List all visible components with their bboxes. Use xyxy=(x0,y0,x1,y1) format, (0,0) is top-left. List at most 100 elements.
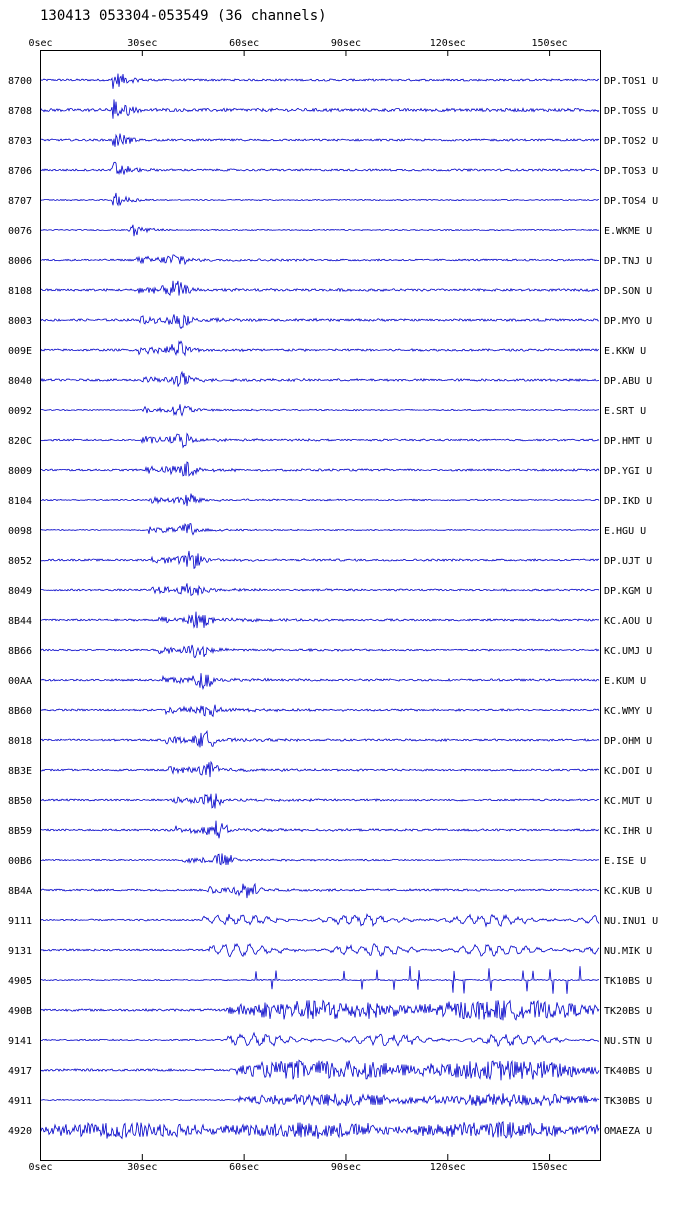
channel-code-label: 8B66 xyxy=(8,646,32,657)
station-label: KC.DOI U xyxy=(604,766,652,777)
trace-8B60 xyxy=(40,704,600,718)
channel-code-label: 8703 xyxy=(8,136,32,147)
channel-code-label: 8B50 xyxy=(8,796,32,807)
station-label: DP.KGM U xyxy=(604,586,652,597)
channel-code-label: 4920 xyxy=(8,1126,32,1137)
channel-code-label: 8108 xyxy=(8,286,32,297)
x-tick-label-top: 150sec xyxy=(532,38,568,49)
station-label: E.WKME U xyxy=(604,226,652,237)
x-tick-label-bottom: 120sec xyxy=(430,1162,466,1173)
channel-code-label: 4911 xyxy=(8,1096,32,1107)
station-label: E.KUM U xyxy=(604,676,646,687)
channel-code-label: 490B xyxy=(8,1006,32,1017)
trace-8707 xyxy=(40,192,599,207)
channel-code-label: 8003 xyxy=(8,316,32,327)
trace-8703 xyxy=(40,133,600,147)
station-label: E.SRT U xyxy=(604,406,646,417)
trace-4905 xyxy=(40,965,600,994)
station-label: DP.TOS3 U xyxy=(604,166,658,177)
channel-code-label: 8B44 xyxy=(8,616,32,627)
channel-code-label: 4917 xyxy=(8,1066,32,1077)
channel-code-label: 00B6 xyxy=(8,856,32,867)
trace-009E xyxy=(40,340,600,357)
channel-code-label: 8006 xyxy=(8,256,32,267)
trace-8108 xyxy=(40,280,600,297)
station-label: DP.TOS2 U xyxy=(604,136,658,147)
trace-8B3E xyxy=(40,760,600,778)
station-label: KC.AOU U xyxy=(604,616,652,627)
channel-code-label: 8707 xyxy=(8,196,32,207)
channel-code-label: 820C xyxy=(8,436,32,447)
channel-code-label: 8104 xyxy=(8,496,32,507)
trace-8040 xyxy=(40,370,600,387)
x-tick-label-bottom: 0sec xyxy=(28,1162,52,1173)
x-tick-label-top: 90sec xyxy=(331,38,361,49)
station-label: OMAEZA U xyxy=(604,1126,652,1137)
x-tick-label-top: 120sec xyxy=(430,38,466,49)
channel-code-label: 8708 xyxy=(8,106,32,117)
x-tick-label-bottom: 150sec xyxy=(532,1162,568,1173)
station-label: DP.MYO U xyxy=(604,316,652,327)
trace-8104 xyxy=(40,493,600,507)
x-tick-label-bottom: 60sec xyxy=(229,1162,259,1173)
x-tick-label-bottom: 30sec xyxy=(127,1162,157,1173)
station-label: TK40BS U xyxy=(604,1066,652,1077)
channel-code-label: 8049 xyxy=(8,586,32,597)
trace-8B50 xyxy=(40,793,600,809)
station-label: KC.UMJ U xyxy=(604,646,652,657)
channel-code-label: 4905 xyxy=(8,976,32,987)
trace-8003 xyxy=(40,314,599,330)
channel-code-label: 8B60 xyxy=(8,706,32,717)
trace-8706 xyxy=(40,161,600,176)
channel-code-label: 8706 xyxy=(8,166,32,177)
trace-8708 xyxy=(40,99,600,119)
channel-code-label: 8018 xyxy=(8,736,32,747)
plot-frame xyxy=(40,50,601,1161)
station-label: KC.WMY U xyxy=(604,706,652,717)
trace-8018 xyxy=(40,730,600,748)
trace-820C xyxy=(40,432,600,449)
station-label: DP.TNJ U xyxy=(604,256,652,267)
station-label: DP.TOSS U xyxy=(604,106,658,117)
station-label: DP.OHM U xyxy=(604,736,652,747)
trace-0092 xyxy=(41,404,600,417)
trace-8B44 xyxy=(40,611,599,629)
trace-4917 xyxy=(40,1059,600,1081)
channel-code-label: 8040 xyxy=(8,376,32,387)
station-label: TK10BS U xyxy=(604,976,652,987)
x-tick-label-bottom: 90sec xyxy=(331,1162,361,1173)
channel-code-label: 9111 xyxy=(8,916,32,927)
x-tick-label-top: 30sec xyxy=(127,38,157,49)
station-label: E.ISE U xyxy=(604,856,646,867)
station-label: NU.MIK U xyxy=(604,946,652,957)
x-tick-label-top: 60sec xyxy=(229,38,259,49)
station-label: NU.STN U xyxy=(604,1036,652,1047)
trace-9141 xyxy=(41,1031,600,1047)
trace-8B66 xyxy=(40,644,600,659)
station-label: DP.IKD U xyxy=(604,496,652,507)
trace-8700 xyxy=(40,73,599,89)
trace-0076 xyxy=(40,224,600,237)
channel-code-label: 8B4A xyxy=(8,886,32,897)
station-label: DP.HMT U xyxy=(604,436,652,447)
trace-8006 xyxy=(40,254,600,266)
trace-4911 xyxy=(40,1093,600,1107)
station-label: E.HGU U xyxy=(604,526,646,537)
channel-code-label: 0098 xyxy=(8,526,32,537)
station-label: TK30BS U xyxy=(604,1096,652,1107)
trace-00AA xyxy=(40,673,600,691)
channel-code-label: 9141 xyxy=(8,1036,32,1047)
chart-title: 130413 053304-053549 (36 channels) xyxy=(40,8,327,24)
channel-code-label: 8B59 xyxy=(8,826,32,837)
trace-8B59 xyxy=(41,820,600,839)
channel-code-label: 8B3E xyxy=(8,766,32,777)
channel-code-label: 0076 xyxy=(8,226,32,237)
station-label: KC.MUT U xyxy=(604,796,652,807)
trace-490B xyxy=(40,999,600,1021)
channel-code-label: 8700 xyxy=(8,76,32,87)
trace-8B4A xyxy=(40,882,600,899)
x-tick-label-top: 0sec xyxy=(28,38,52,49)
station-label: DP.TOS1 U xyxy=(604,76,658,87)
trace-8049 xyxy=(40,583,600,597)
